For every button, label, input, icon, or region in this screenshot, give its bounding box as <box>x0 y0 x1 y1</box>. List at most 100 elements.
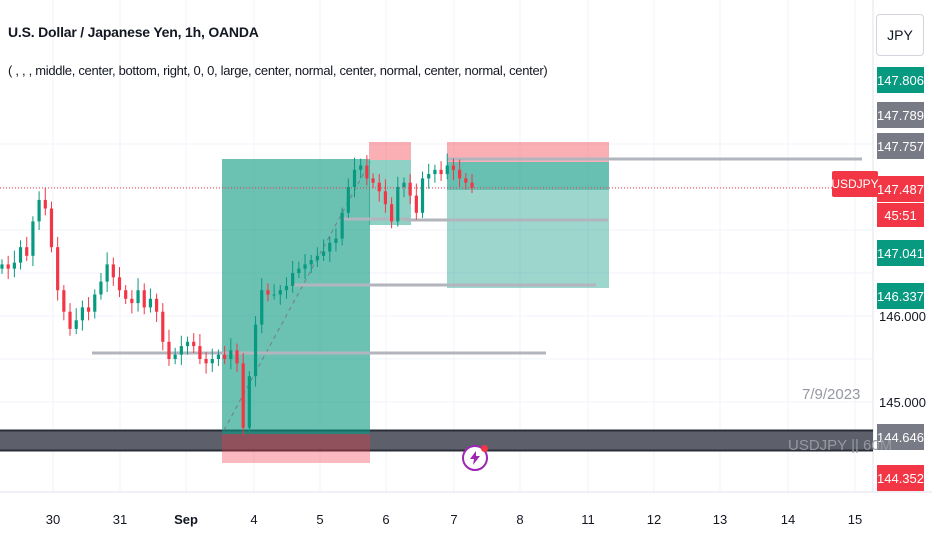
candle-body <box>167 341 171 359</box>
candle-body <box>124 290 128 299</box>
price-scale-label: 146.337 <box>877 283 924 309</box>
candle-body <box>56 247 60 291</box>
candle-body <box>433 169 437 175</box>
gray-zone-band <box>0 430 873 451</box>
candle-body <box>346 187 350 213</box>
candle-body <box>470 182 474 188</box>
price-scale-tick: 146.000 <box>879 309 926 324</box>
date-tick: 15 <box>847 512 863 527</box>
price-scale-tick: 145.000 <box>879 395 926 410</box>
price-scale-label: 147.041 <box>877 240 924 266</box>
candle-body <box>216 354 221 359</box>
candle-body <box>204 359 208 364</box>
candle-body <box>130 298 134 304</box>
candle-body <box>420 178 425 213</box>
candle-body <box>192 341 196 347</box>
candle-body <box>62 290 66 312</box>
long-position-2-stop <box>447 142 609 162</box>
candle-body <box>198 346 202 359</box>
candle-body <box>49 208 54 248</box>
candle-body <box>414 195 418 213</box>
candle-body <box>241 363 245 428</box>
candle-body <box>328 242 332 252</box>
candle-body <box>377 182 381 192</box>
candle-body <box>439 169 443 175</box>
price-scale-label: 147.757 <box>877 133 924 159</box>
candle-body <box>297 268 301 273</box>
candle-body <box>427 174 431 179</box>
date-tick: 11 <box>581 512 595 527</box>
long-position-2-profit <box>447 162 609 288</box>
candle-body <box>18 247 23 263</box>
candle-body <box>105 264 109 282</box>
candle-body <box>74 320 78 329</box>
candle-body <box>464 178 468 183</box>
candle-body <box>284 285 289 291</box>
candle-body <box>371 178 375 183</box>
candle-body <box>155 298 159 312</box>
date-tick: 13 <box>712 512 728 527</box>
candle-body <box>148 298 153 308</box>
price-scale-label: 45:51 <box>877 203 924 227</box>
price-scale-label: 147.487 <box>877 176 924 202</box>
candle-body <box>303 264 307 269</box>
price-scale-label: 147.789 <box>877 102 924 128</box>
candle-body <box>117 277 122 291</box>
stop-zone-small <box>369 142 411 160</box>
symbol-price-tag: USDJPY <box>831 171 879 197</box>
candle-body <box>272 294 276 296</box>
symbol-title[interactable]: U.S. Dollar / Japanese Yen, 1h, OANDA <box>8 24 259 40</box>
long-position-1-stop <box>222 434 370 463</box>
currency-button[interactable]: JPY <box>876 14 924 56</box>
date-tick: 7 <box>450 512 458 527</box>
candle-body <box>12 262 16 269</box>
date-tick: 6 <box>382 512 390 527</box>
watermark-text: USDJPY || 60M <box>788 437 893 454</box>
candle-body <box>179 346 183 355</box>
date-tick: 12 <box>646 512 662 527</box>
lightning-event-icon[interactable] <box>462 445 488 471</box>
candle-body <box>445 165 449 175</box>
candle-body <box>402 182 406 187</box>
candle-body <box>396 187 400 222</box>
candle-body <box>315 255 319 261</box>
date-tick: 8 <box>516 512 524 527</box>
candle-body <box>136 290 140 304</box>
candle-body <box>291 273 295 286</box>
date-tick: 4 <box>250 512 258 527</box>
date-tick: 14 <box>780 512 796 527</box>
candle-body <box>390 204 394 222</box>
candle-body <box>80 307 84 321</box>
date-tick: Sep <box>174 512 198 527</box>
candle-body <box>247 376 251 428</box>
candle-body <box>321 251 326 256</box>
candle-body <box>266 290 270 295</box>
long-position-1-profit <box>222 159 370 434</box>
candle-body <box>31 221 35 256</box>
candle-body <box>451 165 456 170</box>
candle-body <box>334 238 338 243</box>
candle-body <box>25 247 29 256</box>
candle-body <box>99 281 103 295</box>
date-annotation: 7/9/2023 <box>802 386 861 403</box>
candle-body <box>223 354 227 359</box>
candle-body <box>359 165 363 170</box>
candle-body <box>86 307 91 312</box>
candle-body <box>309 260 313 265</box>
candle-body <box>173 354 177 359</box>
date-tick: 31 <box>112 512 128 527</box>
long-position-2-upper <box>447 162 609 190</box>
candle-body <box>340 212 344 239</box>
candle-body <box>352 169 357 187</box>
candle-body <box>0 264 4 269</box>
candle-body <box>111 264 115 278</box>
indicator-arguments[interactable]: ( , , , middle, center, bottom, right, 0… <box>8 63 548 78</box>
candle-body <box>260 290 264 325</box>
price-scale-label: 144.352 <box>877 465 924 491</box>
candle-body <box>408 182 412 196</box>
candle-body <box>6 264 10 269</box>
candle-body <box>235 350 239 364</box>
price-scale-label: 147.806 <box>877 67 924 93</box>
